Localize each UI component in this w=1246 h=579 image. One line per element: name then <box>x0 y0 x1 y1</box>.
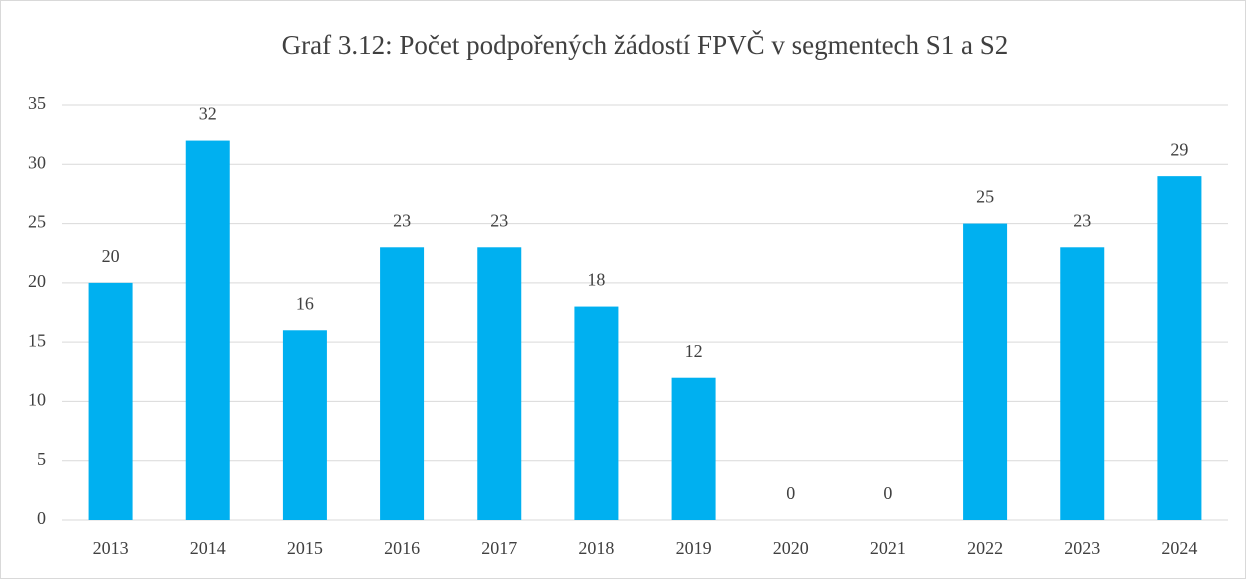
bar <box>185 140 230 521</box>
bar <box>1157 176 1202 520</box>
bar <box>574 306 619 520</box>
x-tick-label: 2016 <box>384 538 420 558</box>
x-tick-label: 2018 <box>578 538 614 558</box>
x-tick-label: 2013 <box>93 538 129 558</box>
data-label: 0 <box>883 483 892 503</box>
bar <box>1060 247 1105 521</box>
data-label: 18 <box>587 270 605 290</box>
x-tick-label: 2022 <box>967 538 1003 558</box>
x-tick-label: 2021 <box>870 538 906 558</box>
data-label: 12 <box>685 341 703 361</box>
data-label: 23 <box>490 210 508 230</box>
data-label: 29 <box>1170 139 1188 159</box>
y-tick-label: 30 <box>28 152 46 172</box>
y-tick-label: 10 <box>28 390 46 410</box>
y-tick-label: 0 <box>37 508 46 528</box>
x-tick-label: 2024 <box>1161 538 1197 558</box>
x-tick-label: 2023 <box>1064 538 1100 558</box>
y-tick-label: 25 <box>28 212 46 232</box>
y-tick-label: 5 <box>37 449 46 469</box>
data-label: 0 <box>786 483 795 503</box>
x-tick-label: 2019 <box>676 538 712 558</box>
chart-title: Graf 3.12: Počet podpořených žádostí FPV… <box>282 30 1009 60</box>
data-label: 32 <box>199 104 217 124</box>
bar <box>282 330 327 520</box>
data-label: 23 <box>1073 210 1091 230</box>
bar <box>477 247 522 521</box>
bar <box>380 247 425 521</box>
bar <box>671 377 716 520</box>
bar <box>88 282 133 520</box>
data-label: 25 <box>976 187 994 207</box>
y-tick-label: 35 <box>28 93 46 113</box>
x-tick-label: 2017 <box>481 538 517 558</box>
y-tick-label: 15 <box>28 330 46 350</box>
data-label: 16 <box>296 293 314 313</box>
bar <box>963 223 1008 521</box>
data-label: 20 <box>102 246 120 266</box>
y-tick-label: 20 <box>28 271 46 291</box>
x-tick-label: 2015 <box>287 538 323 558</box>
data-label: 23 <box>393 210 411 230</box>
x-tick-label: 2020 <box>773 538 809 558</box>
x-tick-label: 2014 <box>190 538 226 558</box>
